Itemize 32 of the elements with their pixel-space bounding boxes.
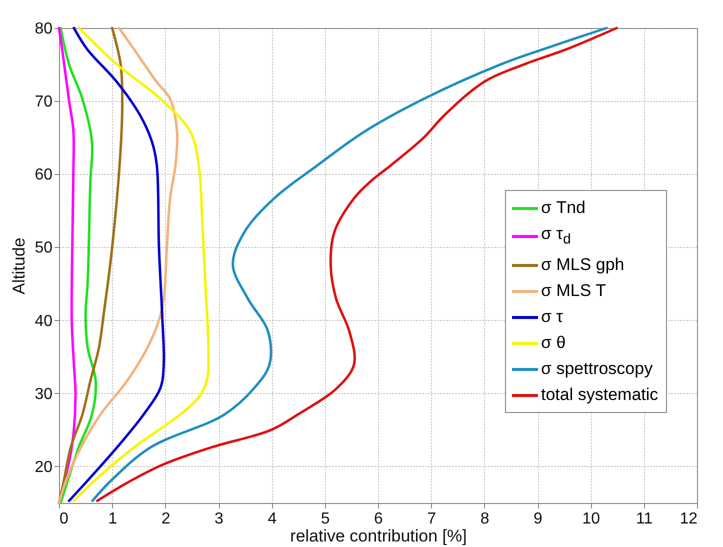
legend-label: σ spettroscopy [541,358,653,380]
y-tick-label: 60 [34,166,53,184]
x-tick-label: 6 [374,510,384,528]
line-series [68,26,166,502]
legend-label: total systematic [541,384,658,406]
legend-label: σ τ [541,306,563,328]
x-tick-label: 8 [480,510,490,528]
x-tick-label: 12 [680,510,698,528]
x-tick-label: 5 [320,510,330,528]
legend-label: σ θ [541,332,566,354]
y-tick-label: 40 [34,312,53,330]
x-tick-label: 1 [108,510,118,528]
x-axis-title: relative contribution [%] [290,526,467,546]
legend-label: σ Tnd [541,197,586,219]
y-tick-label: 20 [34,458,53,476]
y-axis-title: Altitude [10,238,29,294]
legend-label: σ MLS T [541,280,606,302]
x-tick-label: 11 [636,510,653,528]
y-tick-label: 70 [34,94,53,111]
x-tick-label: 9 [534,510,543,528]
x-tick-label: 10 [582,510,600,528]
x-tick-label: 7 [427,510,436,528]
x-tick-label: 2 [161,510,170,528]
y-tick-label: 80 [34,20,53,38]
x-tick-label: 0 [60,510,68,528]
legend-label: σ MLS gph [541,254,624,276]
y-tick-label: 50 [34,240,53,257]
x-tick-label: 3 [214,510,224,528]
line-series [72,26,210,502]
legend-label: σ τ$_{d}$ [541,223,571,250]
y-tick-label: 30 [34,386,53,403]
x-tick-label: 4 [268,510,277,528]
